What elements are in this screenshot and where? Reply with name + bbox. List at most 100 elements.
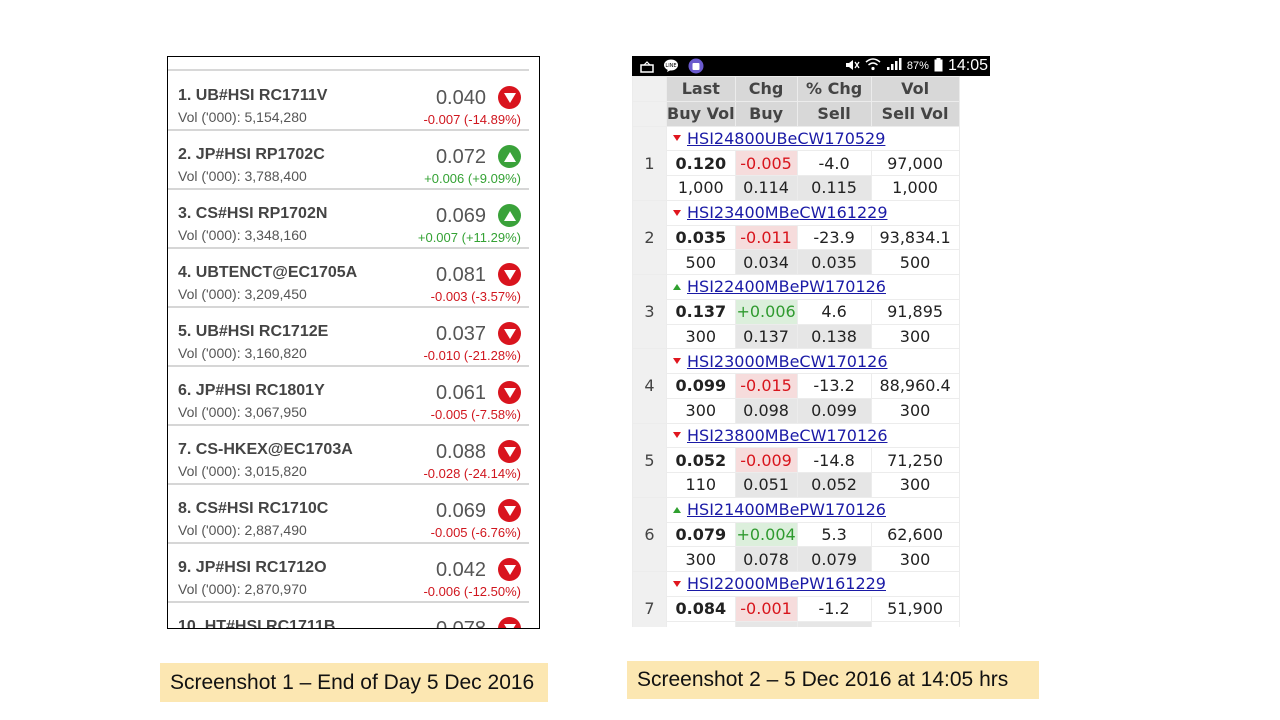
warrant-code-link[interactable]: HSI22400MBePW170126 [666, 274, 960, 300]
warrant-change: -0.003 (-3.57%) [430, 289, 521, 304]
column-header[interactable]: Buy [734, 100, 798, 127]
warrant-code-link[interactable]: HSI22000MBePW161229 [666, 571, 960, 597]
messenger-icon [688, 58, 704, 79]
warrant-link-row: 5 HSI23800MBeCW170126 [632, 422, 960, 498]
list-item[interactable]: 1. UB#HSI RC1711V Vol ('000): 5,154,280 0.… [168, 72, 529, 131]
warrant-volume: Vol ('000): 3,067,950 [178, 404, 307, 420]
buy-volume: 250 [666, 620, 736, 627]
warrant-name: 9. JP#HSI RC1712O [178, 559, 327, 576]
warrant-price: 0.069 [435, 500, 486, 522]
price-change: -0.005 [734, 150, 798, 176]
warrant-price: 0.040 [435, 87, 486, 109]
warrant-code[interactable]: HSI23400MBeCW161229 [687, 203, 888, 223]
warrant-code[interactable]: HSI21400MBePW170126 [687, 500, 886, 520]
volume: 62,600 [870, 521, 960, 548]
column-header[interactable]: Sell Vol [870, 100, 960, 127]
mute-icon [844, 59, 860, 74]
line-app-icon: LINE [663, 59, 679, 78]
caption-screenshot-1-text: Screenshot 1 – End of Day 5 Dec 2016 [170, 670, 535, 694]
wifi-icon [865, 58, 881, 74]
column-header[interactable]: Buy Vol [666, 100, 736, 127]
sell-price: 0.035 [796, 249, 872, 275]
warrant-code-link[interactable]: HSI24800UBeCW170529 [666, 125, 960, 152]
warrant-code[interactable]: HSI22000MBePW161229 [687, 574, 886, 594]
warrant-volume: Vol ('000): 3,788,400 [178, 168, 307, 184]
warrant-code-link[interactable]: HSI23800MBeCW170126 [666, 422, 960, 449]
list-item[interactable]: 7. CS-HKEX@EC1703A Vol ('000): 3,015,820 0… [168, 426, 529, 485]
down-triangle-icon [673, 432, 681, 439]
list-item[interactable]: 4. UBTENCT@EC1705A Vol ('000): 3,209,450 0… [168, 249, 529, 308]
list-item[interactable]: 5. UB#HSI RC1712E Vol ('000): 3,160,820 0.… [168, 308, 529, 367]
list-item[interactable]: 2. JP#HSI RP1702C Vol ('000): 3,788,400 0.… [168, 131, 529, 190]
warrant-code-link[interactable]: HSI21400MBePW170126 [666, 496, 960, 523]
warrant-code[interactable]: HSI24800UBeCW170529 [687, 128, 886, 148]
warrant-link-row: 7 HSI22000MBePW161229 [632, 570, 960, 627]
row-index: 6 [632, 496, 667, 573]
last-price: 0.120 [666, 150, 736, 176]
sell-volume: 300 [870, 397, 960, 424]
up-triangle-icon [673, 506, 681, 513]
column-header[interactable]: Last [666, 76, 736, 102]
warrant-volume: Vol ('000): 3,348,160 [178, 227, 307, 243]
down-arrow-icon [498, 86, 521, 109]
buy-price: 0.078 [734, 546, 798, 572]
percent-change: -13.2 [796, 373, 872, 399]
list-item[interactable]: 10. HT#HSI RC1711B 0.078 [168, 603, 529, 628]
column-header[interactable]: Sell [796, 100, 872, 127]
warrant-link-row: 6 HSI21400MBePW170126 [632, 496, 960, 573]
volume: 91,895 [870, 298, 960, 325]
warrant-price: 0.069 [435, 205, 486, 227]
warrant-change: -0.010 (-21.28%) [423, 348, 521, 363]
list-item[interactable]: 8. CS#HSI RC1710C Vol ('000): 2,887,490 0.… [168, 485, 529, 544]
warrant-code[interactable]: HSI23800MBeCW170126 [687, 425, 888, 445]
buy-volume: 300 [666, 397, 736, 424]
sell-volume: 300 [870, 546, 960, 572]
warrant-quote-table: Last Chg% Chg Vol Buy Vol Buy Sell Sell Vol 1 HS… [632, 76, 960, 627]
percent-change: -4.0 [796, 150, 872, 176]
quote-row: 0.137 +0.006 4.6 91,895 [633, 298, 960, 325]
list-item[interactable]: 3. CS#HSI RP1702N Vol ('000): 3,348,160 0.… [168, 190, 529, 249]
warrant-change: +0.006 (+9.09%) [424, 171, 521, 186]
percent-change: 4.6 [796, 298, 872, 325]
buy-volume: 500 [666, 249, 736, 275]
down-arrow-icon [498, 499, 521, 522]
top-divider [168, 69, 529, 71]
warrant-code-link[interactable]: HSI23000MBeCW170126 [666, 348, 960, 374]
warrant-name: 1. UB#HSI RC1711V [178, 87, 328, 104]
warrant-link-row: 2 HSI23400MBeCW161229 [632, 199, 960, 276]
list-item[interactable]: 9. JP#HSI RC1712O Vol ('000): 2,870,970 0.… [168, 544, 529, 603]
last-price: 0.035 [666, 224, 736, 251]
svg-text:LINE: LINE [665, 63, 676, 69]
volume: 97,000 [870, 150, 960, 176]
column-header[interactable]: Chg [734, 76, 798, 102]
warrant-code[interactable]: HSI22400MBePW170126 [687, 277, 886, 297]
buy-volume: 300 [666, 323, 736, 350]
phone-status-bar: LINE 87% 14:05 [632, 56, 990, 76]
warrant-name: 3. CS#HSI RP1702N [178, 205, 328, 222]
warrant-name: 5. UB#HSI RC1712E [178, 323, 329, 340]
buy-price: 0.034 [734, 249, 798, 275]
last-price: 0.084 [666, 595, 736, 622]
warrant-code[interactable]: HSI23000MBeCW170126 [687, 351, 888, 371]
sell-price: 0.115 [796, 175, 872, 201]
signal-icon [886, 58, 902, 74]
warrant-change: -0.006 (-12.50%) [423, 584, 521, 599]
warrant-price: 0.061 [435, 382, 486, 404]
warrant-code-link[interactable]: HSI23400MBeCW161229 [666, 199, 960, 226]
up-triangle-icon [673, 283, 681, 290]
row-index: 3 [632, 273, 667, 350]
warrant-volume: Vol ('000): 5,154,280 [178, 109, 307, 125]
warrant-name: 4. UBTENCT@EC1705A [178, 264, 358, 281]
column-header[interactable]: % Chg [796, 76, 872, 102]
caption-screenshot-2-text: Screenshot 2 – 5 Dec 2016 at 14:05 hrs [637, 668, 1009, 691]
status-left-icons: LINE [640, 58, 704, 79]
warrant-name: 2. JP#HSI RP1702C [178, 146, 325, 163]
battery-icon [934, 57, 943, 75]
last-price: 0.079 [666, 521, 736, 548]
list-item[interactable]: 6. JP#HSI RC1801Y Vol ('000): 3,067,950 0.… [168, 367, 529, 426]
last-price: 0.052 [666, 447, 736, 473]
column-header[interactable]: Vol [870, 76, 960, 102]
order-book-row: 2500.0830.085300 [633, 620, 960, 627]
order-book-row: 300 0.137 0.138 300 [633, 323, 960, 350]
sell-volume: 300 [870, 620, 960, 627]
